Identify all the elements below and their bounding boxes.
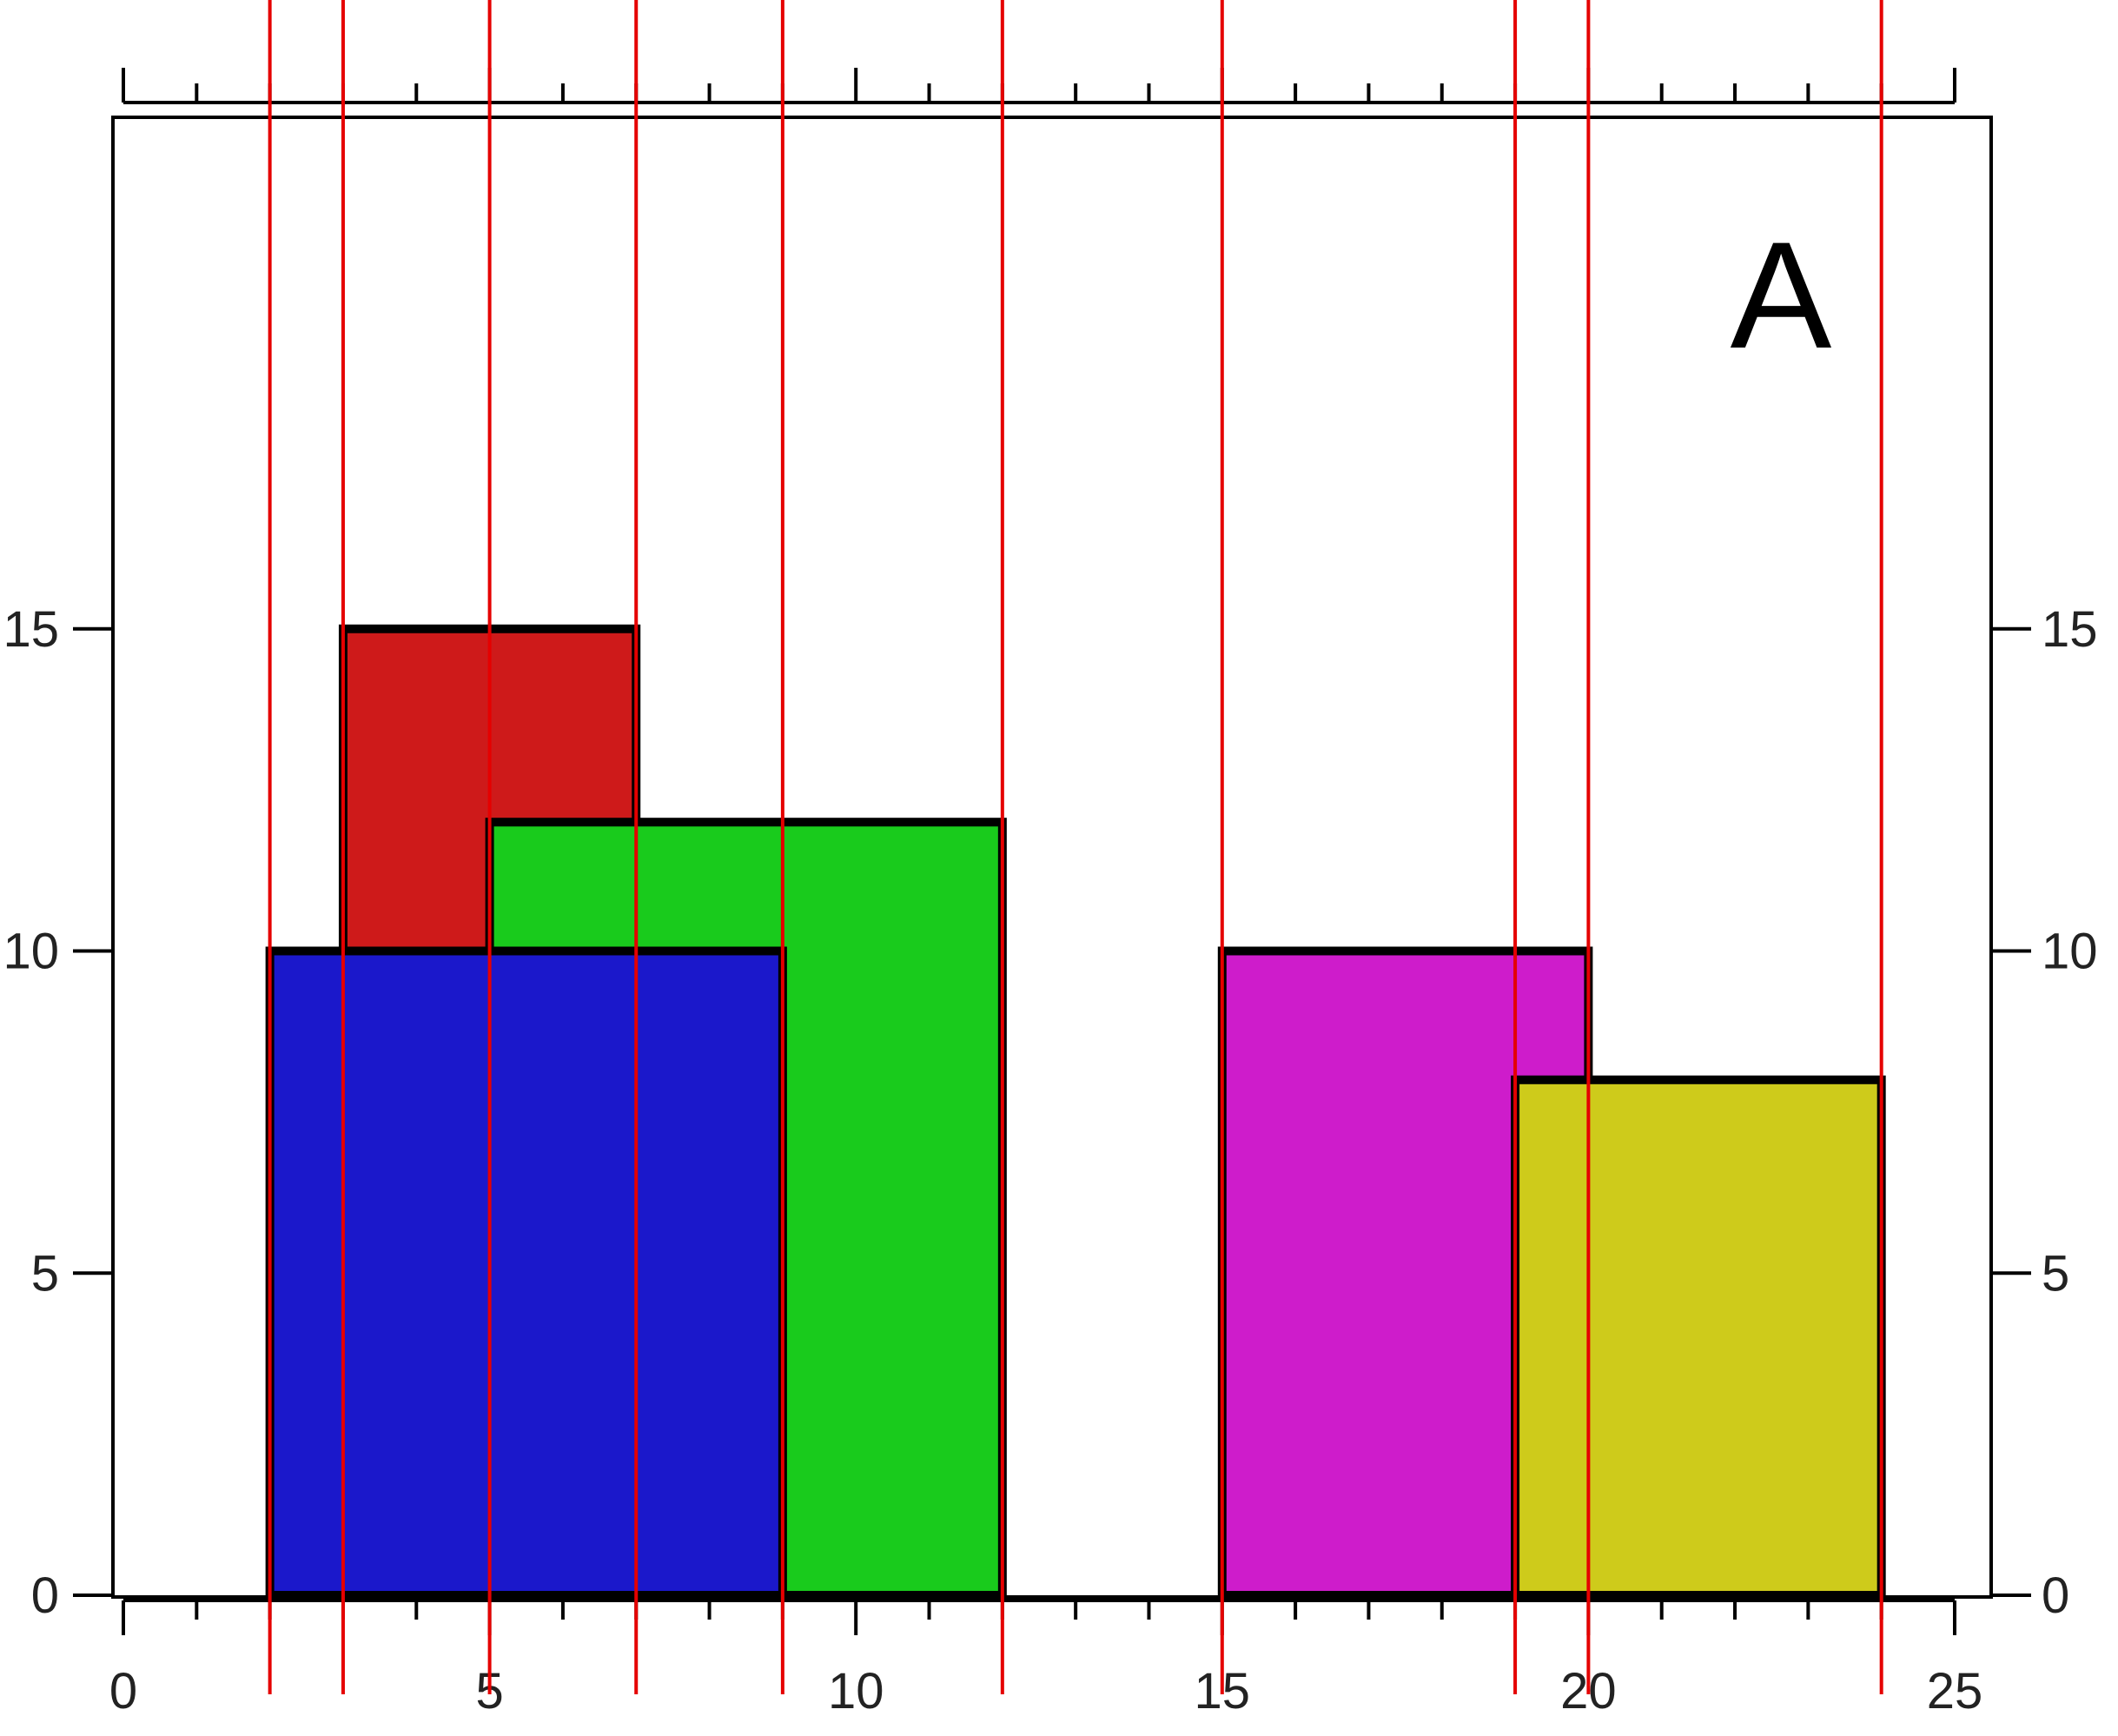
x-tick-label: 10 — [828, 1663, 884, 1719]
y-tick-label-right: 15 — [2042, 601, 2098, 658]
y-tick-label-right: 0 — [2042, 1567, 2069, 1624]
plot-frame — [111, 116, 1993, 1599]
y-tick-label-left: 0 — [31, 1567, 59, 1624]
y-tick-label-right: 5 — [2042, 1245, 2069, 1302]
panel-label: A — [1731, 211, 1832, 381]
x-tick-label: 0 — [109, 1663, 137, 1719]
box-2 — [265, 946, 787, 1600]
box-4 — [1511, 1075, 1886, 1600]
y-tick-label-left: 10 — [3, 924, 59, 980]
reference-lines-layer — [268, 0, 1883, 1694]
y-tick-label-right: 10 — [2042, 924, 2098, 980]
boxes-layer — [265, 624, 1886, 1600]
x-tick-label: 25 — [1927, 1663, 1983, 1719]
y-tick-label-left: 15 — [3, 601, 59, 658]
y-tick-label-left: 5 — [31, 1245, 59, 1302]
